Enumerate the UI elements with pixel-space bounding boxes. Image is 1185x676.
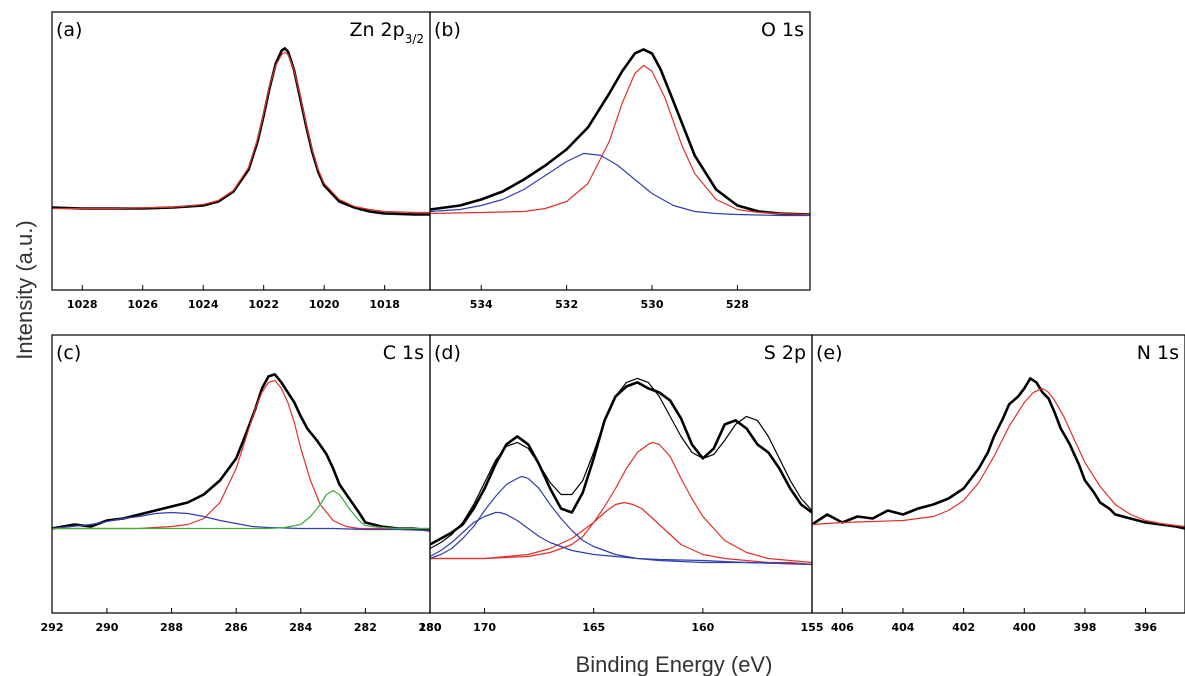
plot-area [812, 377, 1185, 530]
plot-area [52, 47, 430, 216]
panel-label: (a) [56, 19, 82, 41]
x-tick-label: 1028 [67, 298, 98, 311]
x-tick-label: 404 [891, 621, 914, 634]
panel-label: (d) [434, 342, 461, 364]
series-measured [430, 381, 812, 546]
x-tick-label: 1026 [127, 298, 158, 311]
x-tick-label: 398 [1073, 621, 1096, 634]
panel-d: 180 170 165 160 155 (d) S 2p [419, 334, 824, 634]
x-tick-label: 528 [726, 298, 749, 311]
x-tick-label: 534 [470, 298, 493, 311]
panel-label: (e) [816, 342, 843, 364]
x-tick-label: 1018 [369, 298, 400, 311]
panel-title: S 2p [764, 342, 806, 364]
x-tick-label: 1020 [309, 298, 340, 311]
series-measured [52, 47, 430, 216]
panel-title: O 1s [761, 19, 804, 41]
x-tick-label: 282 [354, 621, 377, 634]
series-component-1 [430, 64, 810, 216]
panel-title: N 1s [1137, 342, 1179, 364]
x-tick-label: 532 [555, 298, 578, 311]
panel-title: C 1s [383, 342, 424, 364]
panel-frame [429, 334, 813, 614]
x-tick-label: 155 [801, 621, 824, 634]
x-tick-label: 288 [160, 621, 183, 634]
x-tick-label: 286 [225, 621, 248, 634]
panel-frame [51, 334, 431, 614]
panel-frame [429, 11, 811, 291]
x-tick-label: 402 [952, 621, 975, 634]
y-axis-title: Intensity (a.u.) [12, 220, 37, 359]
x-tick-label: 160 [691, 621, 714, 634]
series-component-1 [430, 441, 812, 564]
x-tick-label: 280 [419, 621, 442, 634]
x-tick-label: 406 [831, 621, 854, 634]
panel-c: 292 290 288 286 284 282 280 (c) C 1s [41, 334, 442, 634]
series-fit [812, 387, 1185, 528]
x-tick-label: 170 [473, 621, 496, 634]
x-tick-label: 400 [1013, 621, 1036, 634]
series-measured [812, 377, 1185, 530]
panel-title: Zn 2p3/2 [349, 19, 424, 46]
plot-area [52, 373, 430, 532]
panel-label: (c) [56, 342, 81, 364]
series-component-2 [430, 152, 810, 217]
panel-label: (b) [434, 19, 461, 41]
x-axis-title: Binding Energy (eV) [576, 652, 773, 676]
x-tick-label: 396 [1134, 621, 1157, 634]
x-tick-label: 284 [289, 621, 312, 634]
x-tick-label: 1024 [188, 298, 219, 311]
panel-a: 1028 1026 1024 1022 1020 1018 (a) Zn 2p3/2 [51, 11, 431, 311]
panel-frame [811, 334, 1185, 614]
series-component-3 [430, 475, 812, 566]
x-tick-label: 530 [641, 298, 664, 311]
plot-area [430, 48, 810, 217]
series-measured [430, 48, 810, 216]
series-component-2 [52, 511, 430, 532]
panel-b: 534 532 530 528 (b) O 1s [429, 11, 811, 311]
series-measured [52, 373, 430, 532]
x-tick-label: 292 [41, 621, 64, 634]
series-fit [52, 51, 430, 214]
plot-area [430, 377, 812, 566]
panel-e: 406 404 402 400 398 396 (e) N 1s [811, 334, 1185, 634]
x-tick-label: 165 [582, 621, 605, 634]
x-tick-label: 180 [419, 621, 442, 634]
series-component-3 [52, 489, 430, 530]
x-tick-label: 1022 [248, 298, 279, 311]
series-envelope [430, 377, 812, 550]
panel-frame [51, 11, 431, 291]
series-component-4 [430, 511, 812, 566]
series-component-1 [52, 379, 430, 530]
x-tick-label: 290 [95, 621, 118, 634]
